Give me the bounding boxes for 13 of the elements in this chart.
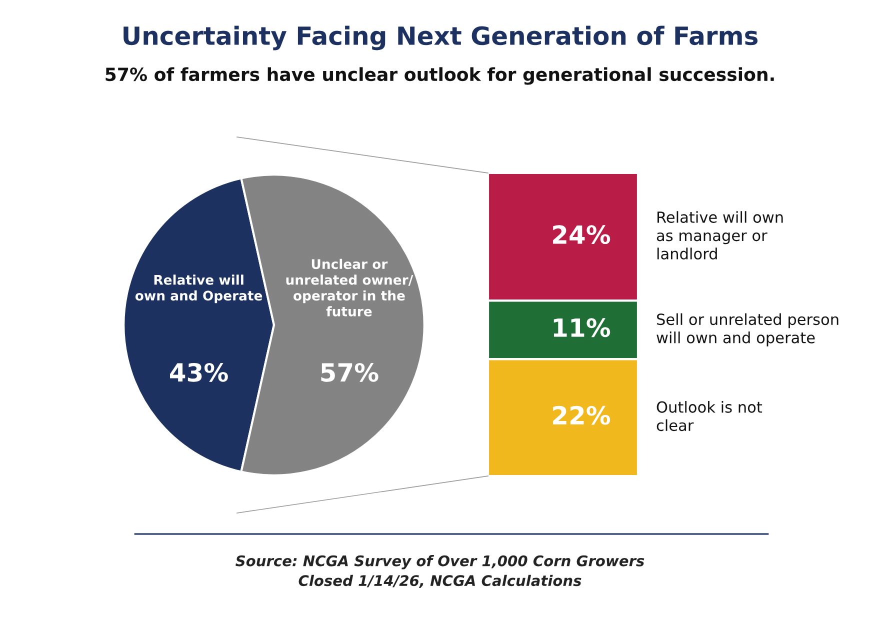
series-label: Sell or unrelated person will own and operate bbox=[656, 313, 838, 346]
chart-title: Uncertainty Facing Next Generation of Farms bbox=[124, 26, 758, 50]
data-label: 24% bbox=[553, 225, 610, 244]
data-label: 22% bbox=[553, 406, 610, 425]
series-label: Relative will own as manager or landlord bbox=[656, 211, 783, 260]
series-label: Outlook is not clear bbox=[656, 401, 762, 432]
chart-subtitle: 57% of farmers have unclear outlook for generational succession. bbox=[106, 67, 774, 85]
source-note: Source: NCGA Survey of Over 1,000 Corn Growers Closed 1/14/26, NCGA Calculations bbox=[236, 555, 644, 588]
slice-label: Relative will own and Operate bbox=[135, 274, 262, 304]
slice-label: Unclear or unrelated owner/ operator in the future bbox=[286, 258, 414, 316]
data-label: 43% bbox=[170, 362, 228, 382]
data-label: 11% bbox=[554, 318, 610, 338]
data-label: 57% bbox=[321, 362, 378, 382]
